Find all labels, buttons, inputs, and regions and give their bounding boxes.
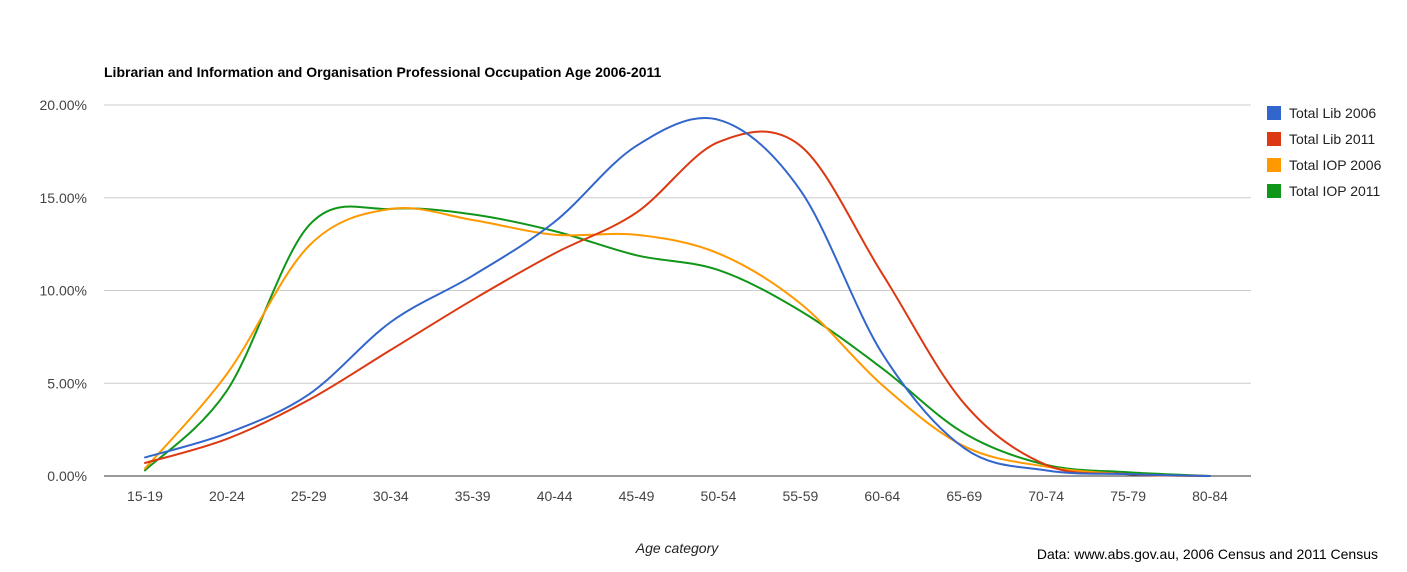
x-axis-title: Age category <box>635 540 719 556</box>
legend-label: Total Lib 2011 <box>1289 131 1375 147</box>
gridlines <box>104 104 1251 477</box>
legend: Total Lib 2006 Total Lib 2011 Total IOP 20… <box>1267 105 1382 199</box>
source-note: Data: www.abs.gov.au, 2006 Census and 20… <box>1037 546 1378 562</box>
x-tick-label: 60-64 <box>864 488 900 504</box>
series-line-total-iop-2011 <box>144 205 1211 477</box>
legend-swatch <box>1267 106 1281 120</box>
y-tick-label: 15.00% <box>40 190 87 206</box>
x-tick-label: 25-29 <box>291 488 327 504</box>
x-tick-label: 40-44 <box>537 488 573 504</box>
legend-swatch <box>1267 132 1281 146</box>
x-tick-label: 20-24 <box>209 488 245 504</box>
chart-title: Librarian and Information and Organisati… <box>104 64 661 80</box>
x-tick-label: 70-74 <box>1028 488 1064 504</box>
x-tick-label: 65-69 <box>946 488 982 504</box>
series-line-total-lib-2006 <box>144 117 1211 477</box>
y-tick-label: 20.00% <box>40 97 87 113</box>
x-tick-label: 45-49 <box>619 488 655 504</box>
x-tick-label: 15-19 <box>127 488 163 504</box>
x-tick-label: 55-59 <box>782 488 818 504</box>
x-axis-ticks: 15-19 20-24 25-29 30-34 35-39 40-44 45-49 50-54… <box>127 488 1228 504</box>
x-tick-label: 35-39 <box>455 488 491 504</box>
y-tick-label: 5.00% <box>47 375 87 391</box>
series-lines <box>144 117 1211 477</box>
x-tick-label: 75-79 <box>1110 488 1146 504</box>
x-tick-label: 30-34 <box>373 488 409 504</box>
series-line-total-iop-2006 <box>144 206 1211 477</box>
legend-label: Total Lib 2006 <box>1289 105 1376 121</box>
y-tick-label: 10.00% <box>40 283 87 299</box>
series-line-total-lib-2011 <box>144 130 1211 477</box>
legend-swatch <box>1267 158 1281 172</box>
x-tick-label: 50-54 <box>701 488 737 504</box>
legend-swatch <box>1267 184 1281 198</box>
legend-label: Total IOP 2006 <box>1289 157 1382 173</box>
y-axis-ticks: 0.00% 5.00% 10.00% 15.00% 20.00% <box>40 97 87 484</box>
legend-label: Total IOP 2011 <box>1289 183 1381 199</box>
x-tick-label: 80-84 <box>1192 488 1228 504</box>
y-tick-label: 0.00% <box>47 468 87 484</box>
